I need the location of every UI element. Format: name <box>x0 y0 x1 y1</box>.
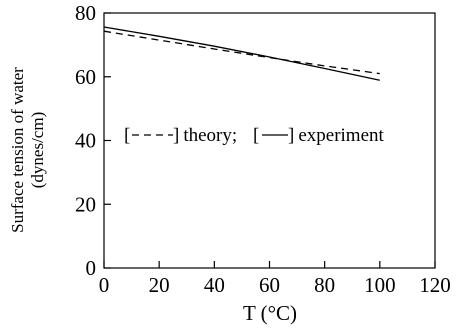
legend-theory-text: theory; <box>183 125 237 146</box>
y-axis-label-line-1: Surface tension of water <box>8 67 27 233</box>
y-tick-label: 40 <box>75 129 96 153</box>
y-tick-label: 60 <box>75 65 96 89</box>
x-tick-label: 20 <box>149 273 170 297</box>
x-tick-label: 60 <box>259 273 280 297</box>
y-tick-label: 20 <box>75 192 96 216</box>
legend-theory-open-bracket: [ <box>124 125 130 146</box>
x-axis-label: T (°C) <box>243 301 297 325</box>
legend-experiment-open-bracket: [ <box>253 125 259 146</box>
x-axis-ticks: 0 20 40 60 80 100 120 <box>99 261 451 297</box>
series-layer <box>104 27 380 80</box>
x-tick-label: 80 <box>314 273 335 297</box>
x-tick-label: 0 <box>99 273 110 297</box>
y-axis-label: Surface tension of water (dynes/cm) <box>8 67 47 233</box>
legend: [ ] theory; [ ] experiment <box>124 125 385 146</box>
x-tick-label: 100 <box>364 273 396 297</box>
plot-frame <box>104 13 435 268</box>
series-theory-line <box>104 31 380 73</box>
y-tick-label: 0 <box>86 256 97 280</box>
series-experiment-line <box>104 27 380 80</box>
legend-theory-label: ] theory; <box>173 125 237 146</box>
x-tick-label: 40 <box>204 273 225 297</box>
legend-experiment-text: experiment <box>298 125 384 146</box>
y-axis-label-line-2: (dynes/cm) <box>28 112 47 188</box>
y-axis-ticks: 0 20 40 60 80 <box>75 1 111 280</box>
legend-experiment-label: ] experiment <box>288 125 385 146</box>
x-tick-label: 120 <box>419 273 451 297</box>
y-tick-label: 80 <box>75 1 96 25</box>
